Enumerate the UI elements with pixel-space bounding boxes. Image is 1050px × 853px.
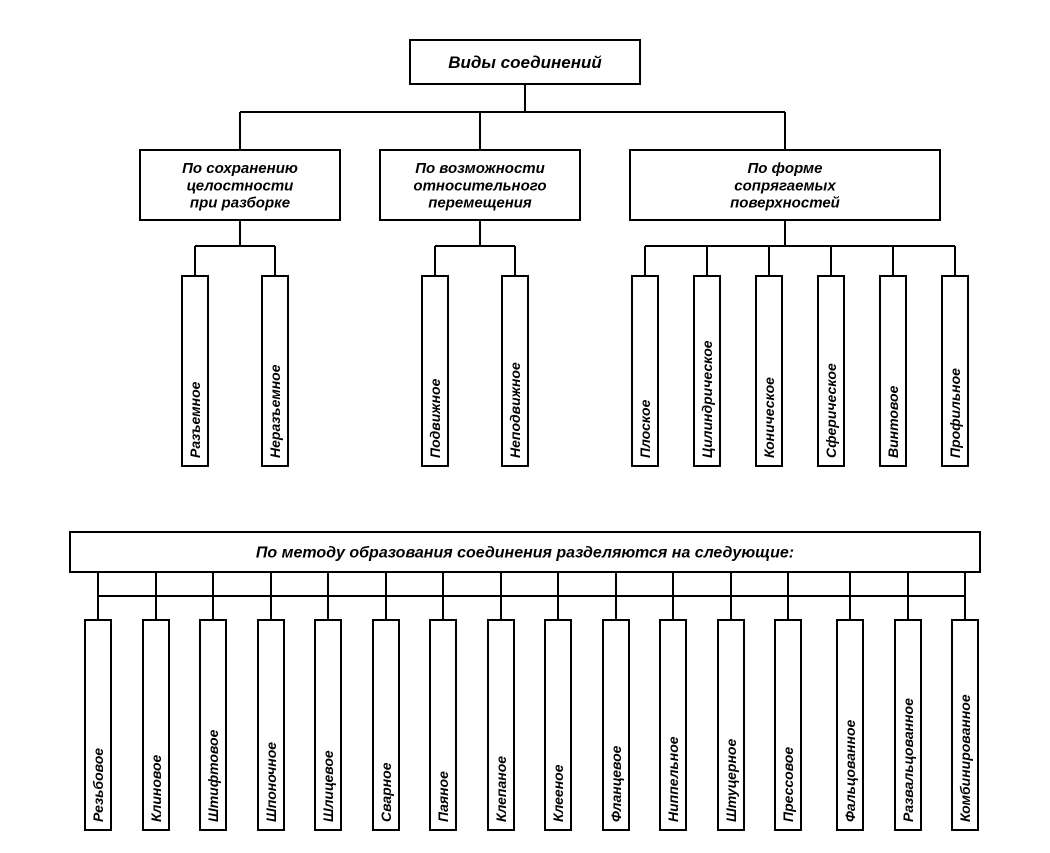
method-leaf-2-label: Штифтовое: [205, 729, 221, 822]
leaf-1-0-label: Подвижное: [427, 378, 443, 458]
method-leaf-9-label: Фланцевое: [608, 745, 624, 822]
group-label-1: По возможностиотносительногоперемещения: [413, 160, 546, 212]
method-leaf-7-label: Клепаное: [493, 756, 509, 822]
connections-tree-diagram: Виды соединений По сохранениюцелостностип…: [0, 0, 1050, 853]
leaf-1-1-label: Неподвижное: [507, 362, 523, 458]
method-leaf-8-label: Клееное: [550, 764, 566, 822]
leaf-2-5-label: Профильное: [947, 368, 963, 458]
leaf-2-3-label: Сферическое: [823, 363, 839, 458]
method-leaf-14-label: Развальцованное: [900, 698, 916, 822]
method-leaf-4-label: Шлицевое: [320, 750, 336, 822]
methods-header-label: По методу образования соединения разделя…: [256, 545, 794, 562]
method-leaf-6-label: Паяное: [435, 771, 451, 822]
method-leaf-11-label: Штуцерное: [723, 739, 739, 822]
leaf-2-0-label: Плоское: [637, 399, 653, 458]
leaf-0-0-label: Разъемное: [187, 381, 203, 458]
group-label-0: По сохранениюцелостностипри разборке: [182, 160, 298, 212]
method-leaf-5-label: Сварное: [378, 762, 394, 822]
leaf-2-4-label: Винтовое: [885, 385, 901, 458]
leaf-0-1-label: Неразъемное: [267, 364, 283, 458]
leaf-2-2-label: Коническое: [761, 377, 777, 458]
leaf-2-1-label: Цилиндрическое: [699, 340, 715, 458]
method-leaf-15-label: Комбинированное: [957, 694, 973, 822]
root-label: Виды соединений: [448, 53, 602, 72]
method-leaf-13-label: Фальцованное: [842, 720, 858, 822]
method-leaf-0-label: Резьбовое: [90, 748, 106, 822]
method-leaf-1-label: Клиновое: [148, 754, 164, 822]
method-leaf-10-label: Ниппельное: [665, 736, 681, 822]
method-leaf-12-label: Прессовое: [780, 747, 796, 822]
method-leaf-3-label: Шпоночное: [263, 742, 279, 822]
